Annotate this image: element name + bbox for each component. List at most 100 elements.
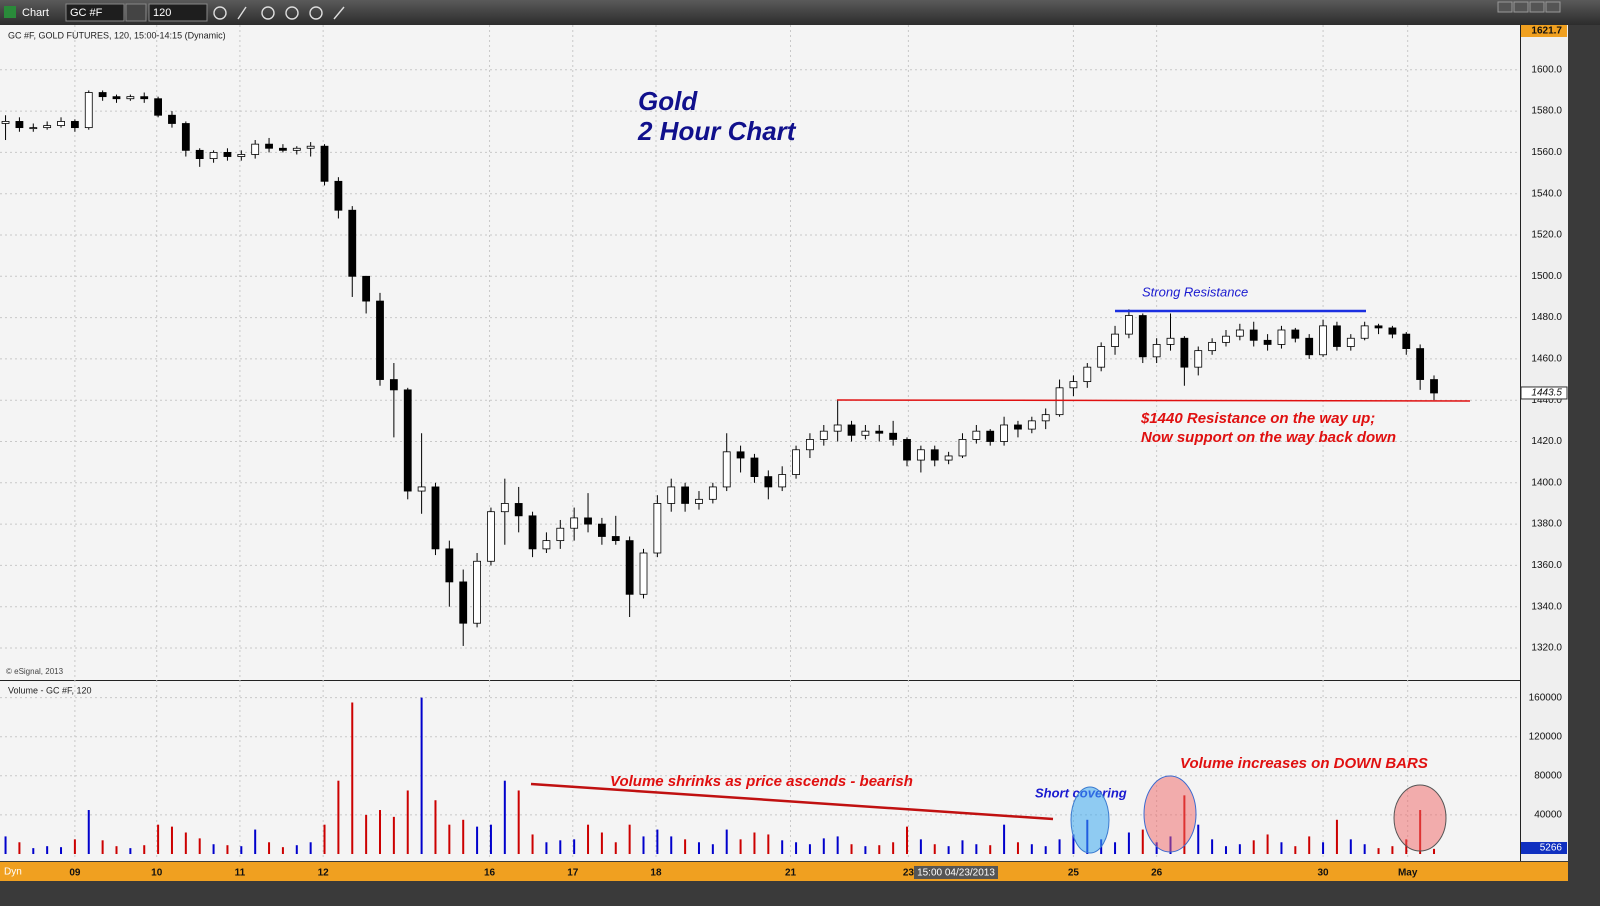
volume-bar <box>725 829 728 854</box>
y-tick-label: 1480.0 <box>1531 312 1562 323</box>
candle-body <box>70 121 79 129</box>
candle-body <box>1208 341 1217 352</box>
candle-body <box>57 121 65 126</box>
volume-bar <box>379 810 381 854</box>
volume-bar <box>392 816 395 854</box>
interval: 120 <box>153 7 171 19</box>
candle-body <box>667 486 676 504</box>
candle-body <box>708 486 717 500</box>
window-edge <box>1568 25 1600 901</box>
candle-body <box>764 476 773 488</box>
volume-bar <box>781 840 784 854</box>
tool-button[interactable] <box>309 6 323 20</box>
candle-body <box>500 503 509 513</box>
candle-body <box>84 92 93 129</box>
volume-bar <box>503 780 506 854</box>
settings-button[interactable] <box>125 3 147 22</box>
volume-bar <box>184 832 187 854</box>
window-button[interactable] <box>1513 1 1529 13</box>
x-tick-label: 21 <box>785 868 797 879</box>
candle-body <box>916 449 925 461</box>
candle-body <box>181 123 190 151</box>
volume-bar <box>101 840 104 854</box>
tool-button[interactable] <box>213 6 227 20</box>
volume-bar <box>1058 839 1061 854</box>
volume-bar <box>1197 824 1200 854</box>
volume-bar <box>836 836 839 854</box>
candle-body <box>209 152 218 160</box>
candle-body <box>1305 337 1314 356</box>
volume-bar <box>517 790 520 854</box>
candle-body <box>1097 346 1106 368</box>
last-volume-label: 5266 <box>1540 843 1563 854</box>
window-button[interactable] <box>1529 1 1545 13</box>
volume-bar <box>878 845 881 854</box>
volume-bar <box>420 697 423 854</box>
volume-bar <box>1155 842 1158 854</box>
y-tick-label: 1600.0 <box>1531 64 1562 75</box>
x-tick-label: 30 <box>1318 868 1330 879</box>
candle-body <box>251 143 260 155</box>
volume-bar <box>129 848 132 854</box>
tool-button[interactable] <box>237 6 247 20</box>
candle-body <box>320 145 329 182</box>
highlight-ellipse <box>1070 786 1110 854</box>
candle-body <box>1000 424 1008 442</box>
volume-bar <box>1363 844 1366 854</box>
x-tick-label: 16 <box>484 868 496 879</box>
window-button[interactable] <box>1497 1 1513 13</box>
volume-bar <box>933 844 936 854</box>
candle-body <box>1388 327 1397 335</box>
x-tick-label: 23 <box>903 868 915 879</box>
toolbar <box>0 0 1600 25</box>
candle-body <box>1027 420 1036 430</box>
candle-body <box>542 540 551 550</box>
x-tick-label: 12 <box>318 868 330 879</box>
volume-bar <box>670 836 673 854</box>
highlight-ellipse <box>1393 784 1447 852</box>
volume-bar <box>295 845 298 854</box>
volume-bar <box>1030 844 1033 854</box>
y-tick-label: 1460.0 <box>1531 354 1562 365</box>
axis-top-box <box>1521 25 1567 37</box>
volume-bar <box>1252 840 1255 854</box>
volume-bar <box>268 842 271 854</box>
candle-body <box>1 121 10 124</box>
candle-body <box>112 96 121 100</box>
volume-bar <box>115 846 118 854</box>
volume-bar <box>226 845 229 854</box>
volume-bar <box>32 848 35 854</box>
interval-box[interactable] <box>148 3 208 22</box>
window-button[interactable] <box>1545 1 1561 13</box>
candle-body <box>681 486 690 504</box>
x-tick-label: 25 <box>1068 868 1080 879</box>
tool-button[interactable] <box>261 6 275 20</box>
volume-bar <box>1335 819 1338 854</box>
candle-body <box>1041 414 1050 422</box>
x-tick-label: 09 <box>69 868 81 879</box>
volume-bar <box>337 780 340 854</box>
candle-body <box>1069 381 1078 389</box>
price-pane <box>0 25 1520 680</box>
candle-body <box>1249 329 1258 341</box>
last-volume-box <box>1521 842 1567 854</box>
candle-body <box>1055 387 1064 416</box>
candle-body <box>292 147 301 151</box>
volume-bar <box>46 846 49 854</box>
volume-bar <box>73 839 76 854</box>
tool-button[interactable] <box>285 6 299 20</box>
annotation: Now support on the way back down <box>1141 429 1396 446</box>
candle-body <box>126 96 135 100</box>
candle-body <box>376 300 384 380</box>
tool-button[interactable] <box>333 6 345 20</box>
candle-body <box>556 527 565 542</box>
candle-body <box>389 379 398 391</box>
candle-body <box>695 498 703 504</box>
y-tick-label: 1420.0 <box>1531 436 1562 447</box>
chart-title: Gold <box>638 86 698 116</box>
volume-bar <box>587 824 590 854</box>
volume-bar <box>1003 824 1006 854</box>
candle-body <box>1083 366 1092 383</box>
symbol-box[interactable] <box>65 3 125 22</box>
y-tick-label: 1380.0 <box>1531 519 1562 530</box>
